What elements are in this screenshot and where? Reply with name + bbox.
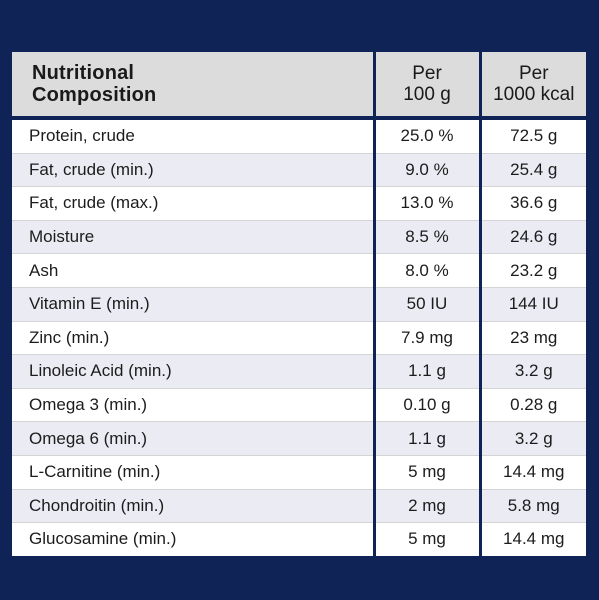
nutrition-table-container: Nutritional Composition Per 100 g Per 10…	[12, 52, 586, 556]
nutrient-name: Glucosamine (min.)	[12, 522, 374, 556]
value-per-1000kcal: 23.2 g	[478, 253, 586, 288]
nutrient-name: Fat, crude (min.)	[12, 153, 374, 188]
value-per-1000kcal: 3.2 g	[478, 354, 586, 389]
nutrient-name: L-Carnitine (min.)	[12, 455, 374, 490]
value-per-1000kcal: 72.5 g	[478, 118, 586, 154]
table-row: Glucosamine (min.) 5 mg 14.4 mg	[12, 522, 586, 556]
table-row: L-Carnitine (min.) 5 mg 14.4 mg	[12, 455, 586, 490]
header-per1000-line2: 1000 kcal	[493, 84, 575, 105]
value-per-100g: 5 mg	[372, 455, 480, 490]
table-row: Ash 8.0 % 23.2 g	[12, 253, 586, 288]
nutrient-name: Protein, crude	[12, 118, 374, 154]
nutrient-name: Linoleic Acid (min.)	[12, 354, 374, 389]
header-per-1000kcal: Per 1000 kcal	[478, 52, 586, 120]
table-body: Protein, crude 25.0 % 72.5 g Fat, crude …	[12, 118, 586, 556]
value-per-100g: 9.0 %	[372, 153, 480, 188]
table-row: Omega 6 (min.) 1.1 g 3.2 g	[12, 421, 586, 456]
nutrient-name: Moisture	[12, 220, 374, 255]
header-row: Nutritional Composition Per 100 g Per 10…	[12, 52, 586, 120]
table-row: Zinc (min.) 7.9 mg 23 mg	[12, 321, 586, 356]
value-per-1000kcal: 14.4 mg	[478, 455, 586, 490]
value-per-100g: 7.9 mg	[372, 321, 480, 356]
table-row: Protein, crude 25.0 % 72.5 g	[12, 118, 586, 154]
header-nutritional-composition: Nutritional Composition	[12, 52, 374, 120]
value-per-1000kcal: 24.6 g	[478, 220, 586, 255]
header-per100-line2: 100 g	[403, 84, 451, 105]
value-per-100g: 8.0 %	[372, 253, 480, 288]
table-row: Omega 3 (min.) 0.10 g 0.28 g	[12, 388, 586, 423]
table-row: Fat, crude (max.) 13.0 % 36.6 g	[12, 186, 586, 221]
header-per1000-line1: Per	[518, 63, 549, 84]
value-per-100g: 13.0 %	[372, 186, 480, 221]
nutrition-table: Nutritional Composition Per 100 g Per 10…	[12, 52, 586, 556]
value-per-100g: 0.10 g	[372, 388, 480, 423]
table-header: Nutritional Composition Per 100 g Per 10…	[12, 52, 586, 120]
table-row: Moisture 8.5 % 24.6 g	[12, 220, 586, 255]
header-per100-line1: Per	[412, 63, 442, 84]
value-per-100g: 8.5 %	[372, 220, 480, 255]
table-row: Vitamin E (min.) 50 IU 144 IU	[12, 287, 586, 322]
table-row: Linoleic Acid (min.) 1.1 g 3.2 g	[12, 354, 586, 389]
nutrient-name: Omega 3 (min.)	[12, 388, 374, 423]
value-per-100g: 1.1 g	[372, 421, 480, 456]
table-row: Chondroitin (min.) 2 mg 5.8 mg	[12, 489, 586, 524]
value-per-1000kcal: 23 mg	[478, 321, 586, 356]
nutrient-name: Zinc (min.)	[12, 321, 374, 356]
nutrient-name: Vitamin E (min.)	[12, 287, 374, 322]
value-per-100g: 5 mg	[372, 522, 480, 556]
value-per-1000kcal: 3.2 g	[478, 421, 586, 456]
value-per-1000kcal: 14.4 mg	[478, 522, 586, 556]
nutrient-name: Fat, crude (max.)	[12, 186, 374, 221]
nutrient-name: Chondroitin (min.)	[12, 489, 374, 524]
header-nutrient-line1: Nutritional	[32, 62, 135, 84]
header-per-100g: Per 100 g	[372, 52, 480, 120]
value-per-1000kcal: 0.28 g	[478, 388, 586, 423]
value-per-100g: 1.1 g	[372, 354, 480, 389]
value-per-1000kcal: 25.4 g	[478, 153, 586, 188]
value-per-100g: 2 mg	[372, 489, 480, 524]
nutrient-name: Omega 6 (min.)	[12, 421, 374, 456]
header-nutrient-line2: Composition	[32, 84, 157, 106]
value-per-100g: 25.0 %	[372, 118, 480, 154]
table-row: Fat, crude (min.) 9.0 % 25.4 g	[12, 153, 586, 188]
value-per-1000kcal: 5.8 mg	[478, 489, 586, 524]
value-per-1000kcal: 144 IU	[478, 287, 586, 322]
value-per-100g: 50 IU	[372, 287, 480, 322]
nutrient-name: Ash	[12, 253, 374, 288]
value-per-1000kcal: 36.6 g	[478, 186, 586, 221]
